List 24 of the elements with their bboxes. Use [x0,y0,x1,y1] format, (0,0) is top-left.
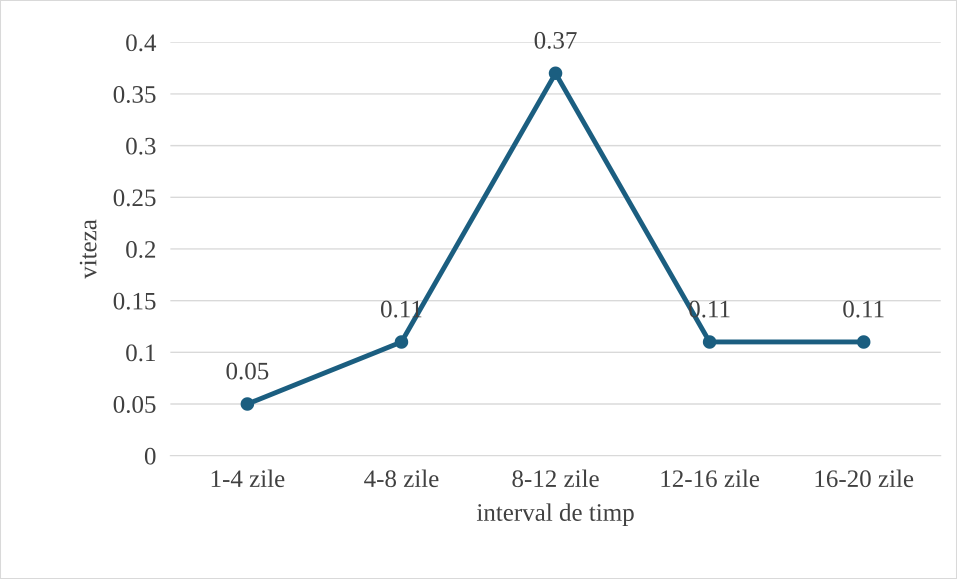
y-axis-title: viteza [80,219,97,279]
x-tick-label: 8-12 zile [512,470,599,488]
data-label: 0.37 [534,32,577,49]
x-tick-label: 12-16 zile [661,470,760,488]
y-tick-label: 0.15 [114,292,156,310]
data-label: 0.11 [843,300,884,318]
point [856,335,870,349]
point [240,397,254,411]
y-tick-label: 0 [144,448,156,465]
y-tick-label: 0.3 [126,138,156,155]
data-label: 0.05 [226,362,268,380]
point [394,335,408,349]
point [548,66,562,80]
y-tick-label: 0.35 [114,86,156,103]
y-tick-label: 0.1 [126,344,155,362]
x-axis-title: interval de timp [476,503,634,526]
y-tick-label: 0.4 [126,34,156,52]
x-tick-label: 4-8 zile [364,470,438,488]
y-tick-label: 0.25 [114,189,156,206]
y-tick-label: 0.2 [126,241,156,258]
point [702,335,716,349]
x-tick-label: 1-4 zile [212,470,284,488]
y-tick-label: 0.05 [114,396,156,414]
x-tick-label: 16-20 zile [816,470,914,488]
